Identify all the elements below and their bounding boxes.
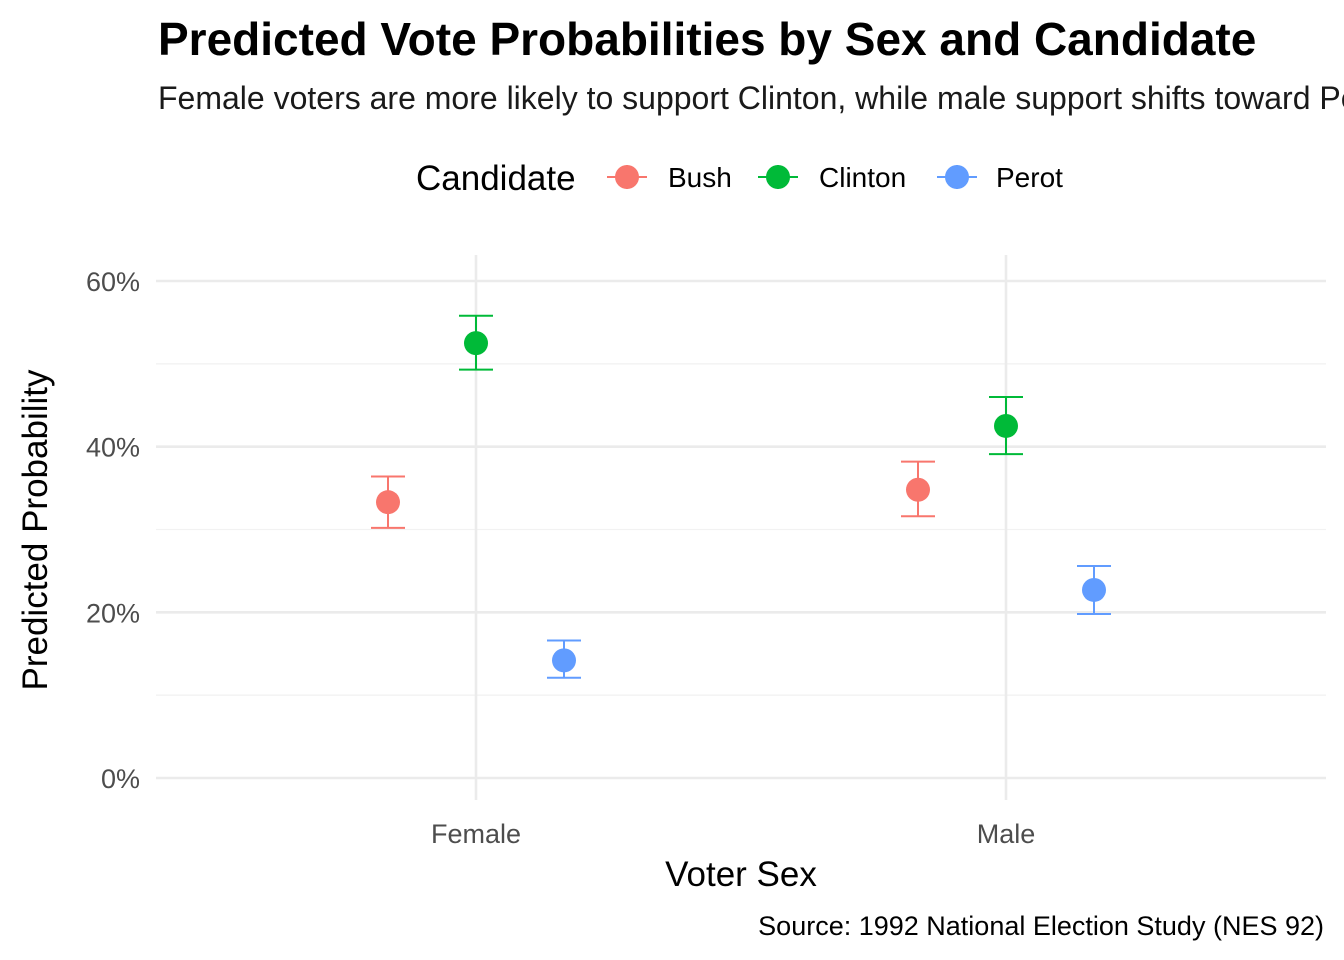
y-tick-label: 0% bbox=[101, 764, 140, 794]
plot-marks bbox=[371, 316, 1111, 678]
y-tick-label: 20% bbox=[86, 598, 140, 628]
point-clinton-female bbox=[459, 316, 493, 370]
legend-item-clinton: Clinton bbox=[758, 162, 906, 193]
y-axis-title: Predicted Probability bbox=[16, 369, 55, 690]
legend-label: Perot bbox=[996, 162, 1063, 193]
data-point bbox=[906, 478, 930, 502]
legend-label: Clinton bbox=[819, 162, 906, 193]
grid bbox=[156, 255, 1326, 800]
y-tick-label: 60% bbox=[86, 267, 140, 297]
point-bush-female bbox=[371, 476, 405, 527]
chart-title: Predicted Vote Probabilities by Sex and … bbox=[158, 13, 1256, 65]
point-perot-male bbox=[1077, 566, 1111, 614]
data-point bbox=[1082, 578, 1106, 602]
point-perot-female bbox=[547, 640, 581, 677]
y-tick-label: 40% bbox=[86, 433, 140, 463]
chart-subtitle: Female voters are more likely to support… bbox=[158, 80, 1344, 116]
legend-item-perot: Perot bbox=[937, 162, 1063, 193]
data-point bbox=[552, 648, 576, 672]
x-tick-label: Female bbox=[431, 819, 521, 849]
x-tick-label: Male bbox=[977, 819, 1036, 849]
legend-key-point bbox=[615, 165, 639, 189]
data-point bbox=[376, 490, 400, 514]
data-point bbox=[464, 331, 488, 355]
caption: Source: 1992 National Election Study (NE… bbox=[758, 911, 1324, 941]
legend: Candidate Bush Clinton Perot bbox=[416, 159, 1063, 198]
point-bush-male bbox=[901, 462, 935, 517]
legend-key-point bbox=[766, 165, 790, 189]
legend-label: Bush bbox=[668, 162, 732, 193]
legend-item-bush: Bush bbox=[607, 162, 732, 193]
x-axis-title: Voter Sex bbox=[665, 855, 817, 894]
legend-key-point bbox=[945, 165, 969, 189]
data-point bbox=[994, 414, 1018, 438]
legend-title: Candidate bbox=[416, 159, 576, 198]
x-axis-ticks: Female Male bbox=[431, 819, 1035, 849]
y-axis-ticks: 0% 20% 40% 60% bbox=[86, 267, 140, 794]
